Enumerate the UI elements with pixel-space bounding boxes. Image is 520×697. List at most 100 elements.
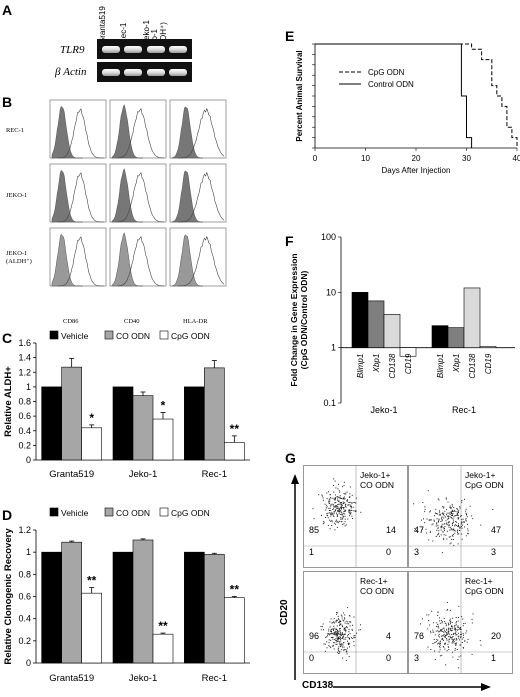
facs-event xyxy=(340,511,342,513)
facs-event xyxy=(454,625,456,627)
facs-event xyxy=(338,646,340,648)
facs-event xyxy=(340,614,342,616)
facs-event xyxy=(338,630,340,632)
facs-event xyxy=(444,631,446,632)
facs-event xyxy=(354,502,356,503)
facs-event xyxy=(430,519,431,521)
facs-event xyxy=(458,525,459,526)
facs-event xyxy=(325,507,327,509)
facs-event xyxy=(346,627,348,629)
y-tick-label-8: 1.6 xyxy=(18,338,31,348)
facs-event xyxy=(341,638,343,640)
facs-event xyxy=(442,514,444,515)
facs-event xyxy=(450,508,452,509)
facs-event xyxy=(449,543,451,545)
facs-event xyxy=(335,505,337,506)
facs-event xyxy=(480,524,482,526)
facs-event xyxy=(448,632,450,634)
facs-event xyxy=(456,638,458,640)
facs-event xyxy=(346,650,348,652)
facs-scatter-3 xyxy=(304,572,407,673)
facs-event xyxy=(328,498,330,500)
facs-event xyxy=(337,641,339,642)
facs-event xyxy=(322,497,324,499)
facs-event xyxy=(333,630,334,631)
facs-event xyxy=(343,493,345,494)
facs-event xyxy=(448,536,450,538)
facs-event xyxy=(342,657,344,659)
facs-event xyxy=(337,634,338,636)
facs-event xyxy=(331,628,333,630)
facs-event xyxy=(337,507,338,509)
facs-event xyxy=(339,509,341,511)
facs-event xyxy=(336,508,338,510)
facs-event xyxy=(425,532,427,534)
facs-event xyxy=(471,515,473,517)
facs-event xyxy=(343,629,345,631)
facs-event xyxy=(443,515,445,517)
facs-event xyxy=(458,533,460,535)
bar-co-odn-2 xyxy=(204,367,225,461)
facs-event xyxy=(347,640,348,642)
facs-event xyxy=(424,508,426,510)
facs-event xyxy=(444,510,446,512)
facs-event xyxy=(452,535,454,537)
bar-co-odn-0 xyxy=(61,366,82,461)
facs-event xyxy=(335,633,337,635)
facs-event xyxy=(334,631,336,633)
legend-label-2: CpG ODN xyxy=(171,331,210,341)
facs-event xyxy=(441,638,443,640)
facs-event xyxy=(421,618,423,620)
facs-event xyxy=(339,631,341,633)
facs-event xyxy=(448,526,450,528)
facs-event xyxy=(347,635,349,637)
facs-event xyxy=(330,514,332,515)
significance-2: ** xyxy=(230,583,240,597)
facs-event xyxy=(348,642,350,644)
facs-event xyxy=(324,650,326,652)
facs-event xyxy=(333,618,335,620)
facs-event xyxy=(424,506,426,508)
facs-event xyxy=(454,627,456,629)
facs-event xyxy=(347,643,349,645)
facs-event xyxy=(440,527,442,529)
facs-event xyxy=(330,639,332,641)
facs-event xyxy=(438,514,440,516)
facs-event xyxy=(454,629,456,631)
facs-event xyxy=(346,647,348,649)
facs-event xyxy=(457,517,459,519)
facs-event xyxy=(439,649,441,651)
facs-event xyxy=(467,533,469,535)
facs-event xyxy=(444,622,446,624)
facs-event xyxy=(452,513,454,515)
facs-event xyxy=(341,506,343,508)
facs-event xyxy=(358,629,360,631)
facs-event xyxy=(331,631,332,632)
quadrant-value-2: 3 xyxy=(414,653,420,663)
facs-event xyxy=(329,626,331,628)
facs-event xyxy=(330,630,332,632)
y-tick-label-1: 0.2 xyxy=(18,440,31,450)
facs-event xyxy=(436,529,438,531)
facs-event xyxy=(439,643,440,645)
facs-event xyxy=(333,621,335,623)
facs-event xyxy=(336,643,338,645)
facs-event xyxy=(342,523,344,525)
facs-event xyxy=(439,643,441,644)
facs-event xyxy=(455,521,457,523)
facs-title-4: Rec-1+ CpG ODN xyxy=(465,576,504,596)
histogram-isotype-2 xyxy=(111,103,143,159)
facs-event xyxy=(334,634,336,636)
histogram-isotype-6 xyxy=(171,170,203,223)
facs-event xyxy=(448,624,450,626)
facs-event xyxy=(448,521,450,523)
facs-event xyxy=(422,502,424,503)
facs-event xyxy=(445,623,447,625)
facs-event xyxy=(433,639,435,640)
facs-event xyxy=(451,634,453,636)
facs-event xyxy=(343,627,345,629)
x-tick-label-4: 40 xyxy=(513,154,520,163)
facs-event xyxy=(456,521,457,523)
facs-event xyxy=(331,519,333,521)
facs-event xyxy=(359,629,361,631)
